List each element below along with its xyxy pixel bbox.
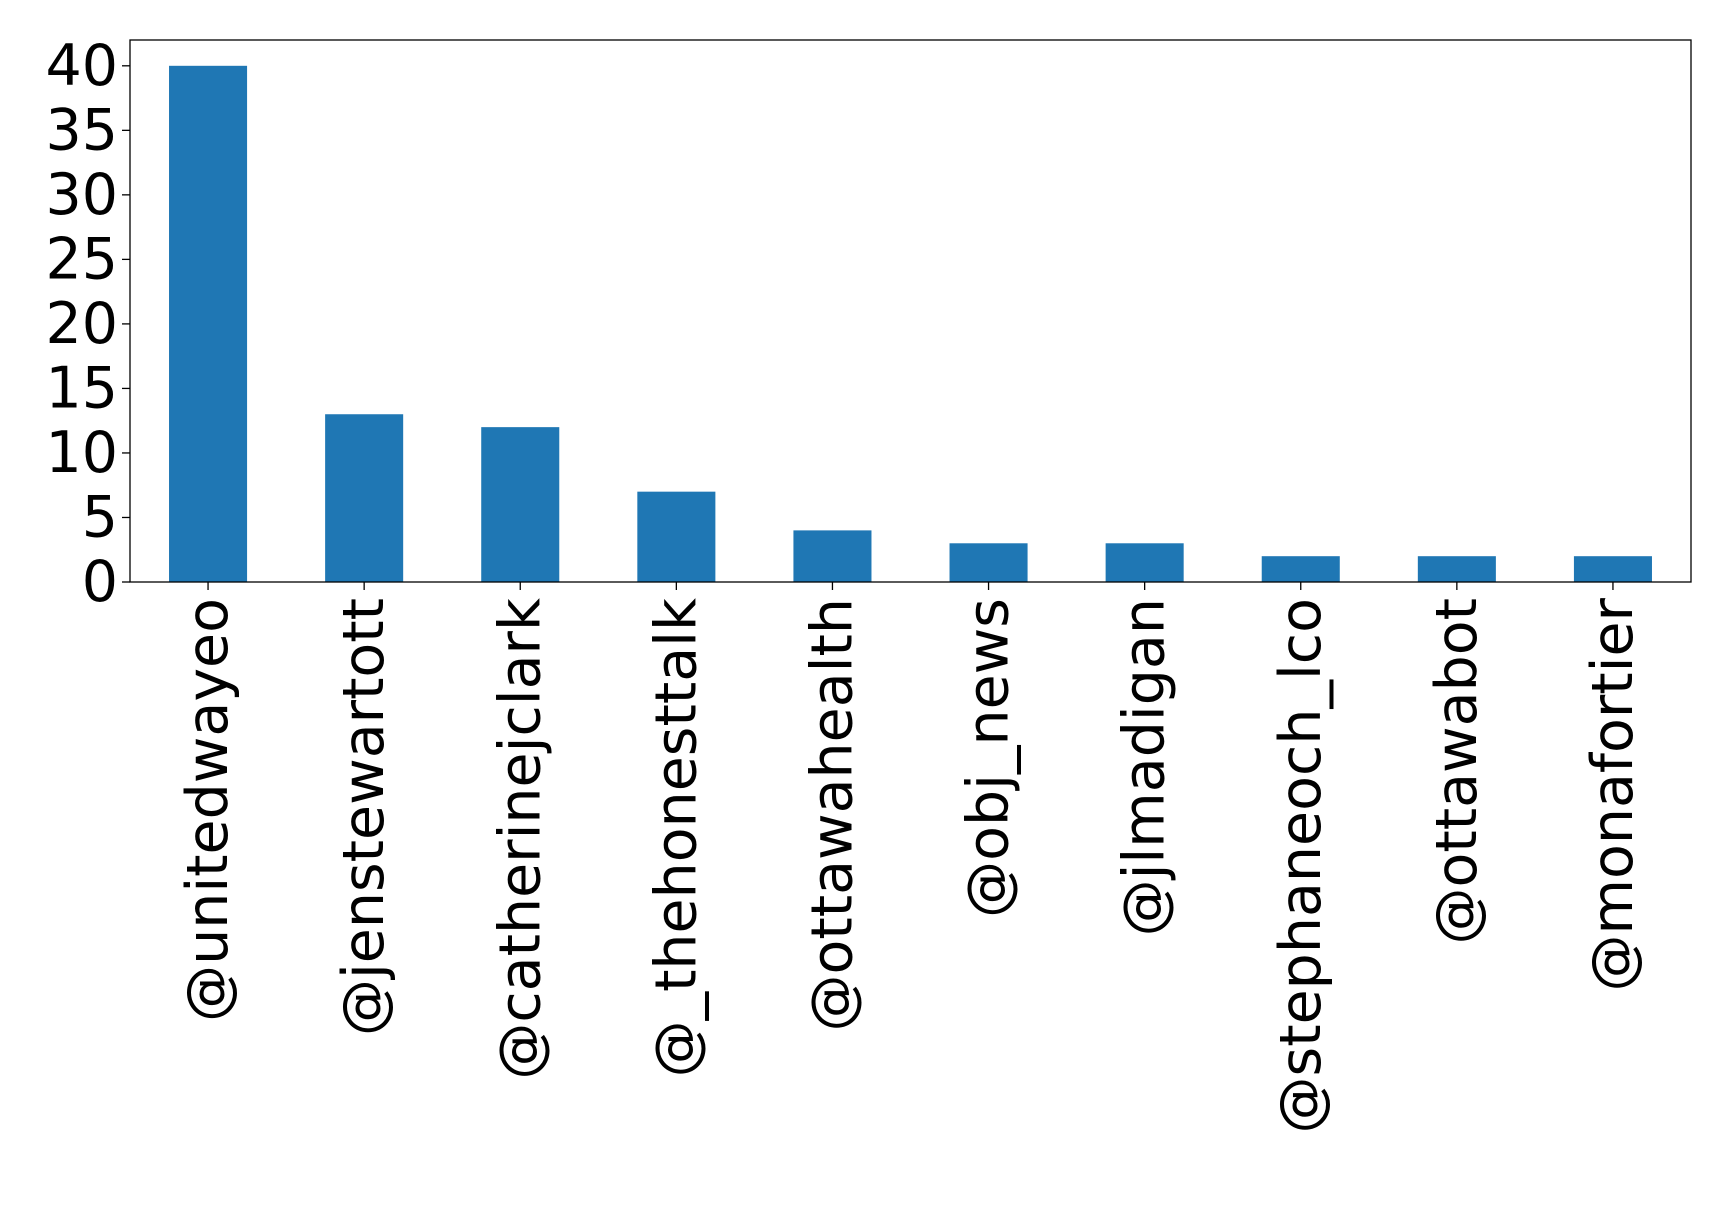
bar-unitedwayeo: [169, 65, 248, 583]
y-tick-label: 0: [82, 549, 118, 615]
bar-stephaneoch-lco: [1261, 556, 1340, 582]
y-tick-label: 20: [45, 291, 118, 357]
x-tick-label: @ottawabot: [1424, 598, 1490, 944]
bars: [169, 65, 1652, 583]
y-tick-label: 35: [45, 97, 118, 163]
y-tick-label: 10: [45, 420, 118, 486]
y-tick-label: 25: [45, 226, 118, 292]
bar--thehonesttalk: [637, 491, 716, 582]
bar-jlmadigan: [1105, 543, 1184, 582]
bar-ottawahealth: [793, 530, 872, 582]
x-axis: @unitedwayeo @jenstewartott @catherinejcla…: [175, 582, 1646, 1133]
y-tick-label: 40: [45, 33, 118, 99]
x-tick-label: @monafortier: [1580, 597, 1646, 991]
x-tick-label: @stephaneoch_lco: [1268, 598, 1334, 1133]
bar-monafortier: [1573, 556, 1652, 582]
bar-catherinejclark: [481, 427, 560, 582]
x-tick-label: @catherinejclark: [487, 598, 553, 1080]
x-tick-label: @jlmadigan: [1112, 598, 1178, 936]
x-tick-label: @ottawahealth: [799, 598, 865, 1031]
y-tick-label: 5: [82, 484, 118, 550]
y-tick-label: 30: [45, 162, 118, 228]
x-tick-label: @obj_news: [956, 598, 1022, 918]
bar-jenstewartott: [325, 414, 404, 582]
bar-ottawabot: [1417, 556, 1496, 582]
x-tick-label: @unitedwayeo: [175, 598, 241, 1022]
bar-obj-news: [949, 543, 1028, 582]
plot-frame: [129, 39, 1692, 583]
y-tick-label: 15: [45, 355, 118, 421]
x-tick-label: @_thehonesttalk: [643, 598, 709, 1077]
x-tick-label: @jenstewartott: [331, 598, 397, 1036]
